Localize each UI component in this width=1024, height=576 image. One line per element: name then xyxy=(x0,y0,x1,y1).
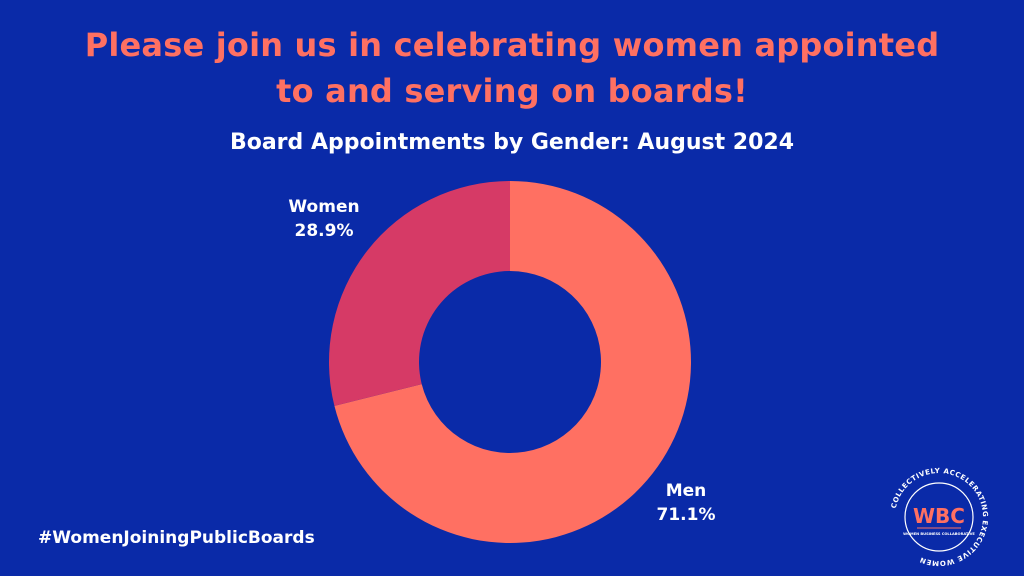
chart-title: Board Appointments by Gender: August 202… xyxy=(229,130,795,155)
logo-ring xyxy=(904,482,974,552)
label-men-name: Men xyxy=(666,481,707,501)
label-women-value: 28.9% xyxy=(295,221,354,241)
headline-line-2: to and serving on boards! xyxy=(276,72,748,110)
label-women-name: Women xyxy=(288,197,359,217)
headline: Please join us in celebrating women appo… xyxy=(0,22,1024,114)
slice-men xyxy=(334,181,691,543)
hashtag: #WomenJoiningPublicBoards xyxy=(38,528,315,548)
wbc-logo: COLLECTIVELY ACCELERATING EXECUTIVE WOME… xyxy=(890,467,989,567)
logo-subtext: WOMEN BUSINESS COLLABORATIVE xyxy=(903,532,975,536)
label-men-value: 71.1% xyxy=(657,505,716,525)
logo-monogram: WBC xyxy=(913,504,965,528)
slice-women xyxy=(329,181,510,406)
headline-line-1: Please join us in celebrating women appo… xyxy=(84,26,940,64)
